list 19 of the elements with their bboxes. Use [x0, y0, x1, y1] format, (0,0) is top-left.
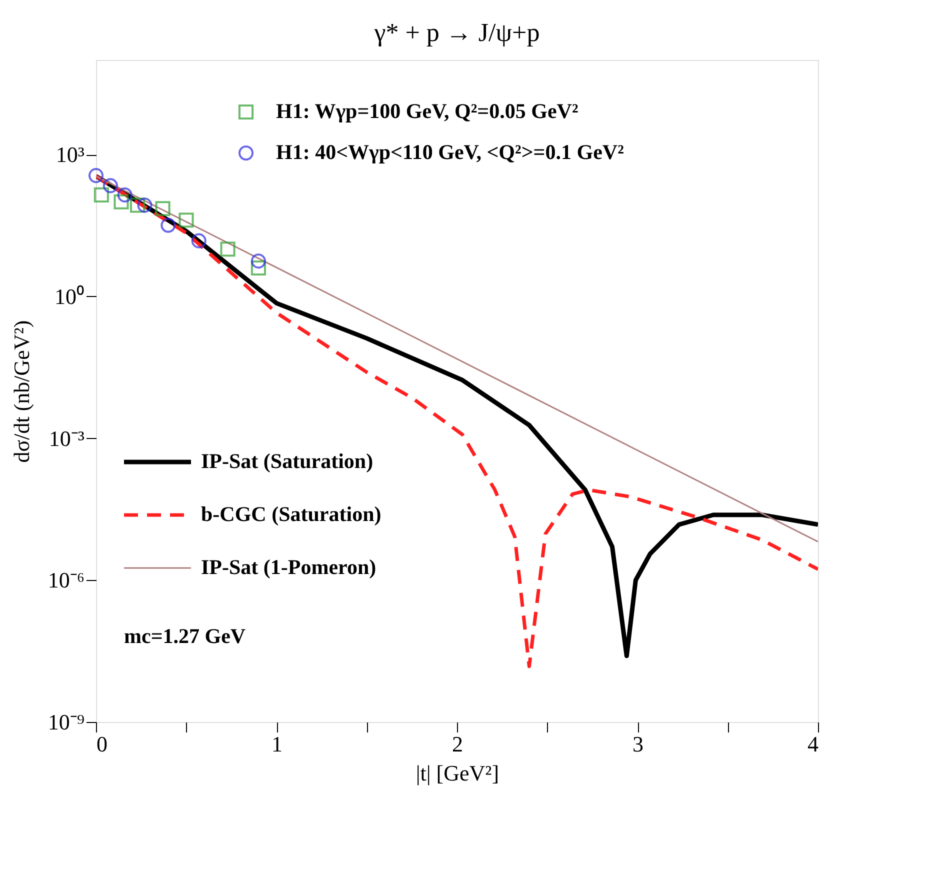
- x-axis-title: |t| [GeV²]: [416, 760, 500, 786]
- legend-label: b-CGC (Saturation): [201, 502, 382, 526]
- x-tick-label: 2: [452, 732, 463, 756]
- y-axis-title: dσ/dt (nb/GeV²): [8, 320, 34, 463]
- y-tick-label: 10⁻⁶: [48, 568, 84, 593]
- x-tick-label: 4: [808, 732, 818, 756]
- y-tick-label: 10⁻³: [48, 426, 85, 451]
- y-tick-label: 10⁰: [54, 284, 84, 309]
- legend-label: H1: Wγp=100 GeV, Q²=0.05 GeV²: [276, 99, 578, 123]
- legend-label: H1: 40<Wγp<110 GeV, <Q²>=0.1 GeV²: [276, 140, 624, 164]
- x-tick-label: 0: [96, 732, 108, 756]
- x-tick-label: 3: [632, 732, 644, 756]
- chart-title: γ* + p → J/ψ+p: [373, 18, 540, 47]
- annotation: mc=1.27 GeV: [124, 624, 246, 648]
- y-tick-label: 10³: [56, 142, 85, 168]
- x-tick-label: 1: [272, 732, 282, 756]
- legend-label: IP-Sat (Saturation): [201, 449, 374, 473]
- y-tick-label: 10⁻⁹: [48, 710, 85, 734]
- legend-label: IP-Sat (1-Pomeron): [201, 555, 376, 579]
